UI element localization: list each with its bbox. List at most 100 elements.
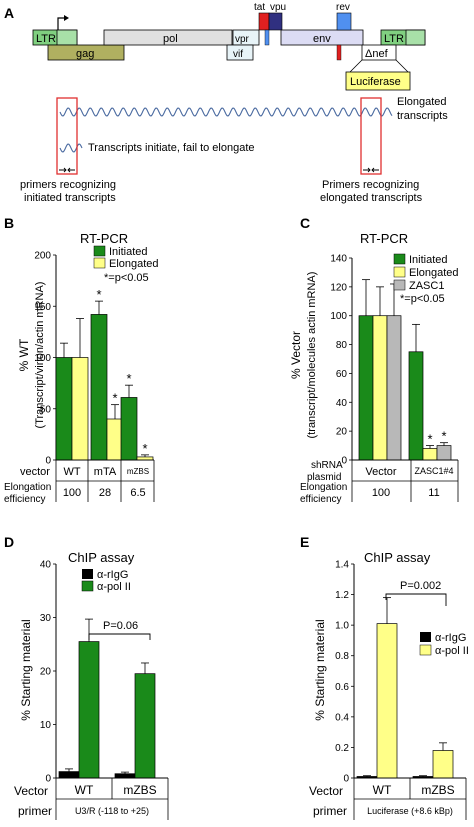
gag-box — [47, 44, 125, 61]
panel-a-label: A — [4, 5, 14, 21]
panel-d-row-vector: Vector — [14, 784, 48, 798]
panel-c-bar-2-0 — [386, 315, 402, 461]
panel-e-cat-wt: WT — [373, 783, 392, 797]
panel-b-sig-star: * — [126, 371, 131, 386]
legend-b-initiated-swatch — [93, 245, 106, 257]
legend-b-elongated-swatch — [93, 257, 106, 269]
panel-c-row-shrna-1: shRNA — [311, 460, 343, 471]
panel-b-bar-0-1 — [90, 314, 108, 461]
promoter-arrow-icon — [57, 17, 66, 30]
initiated-transcript-wave — [59, 143, 83, 153]
panel-d-ytick-label: 20 — [40, 667, 52, 678]
legend-d-rigg-label: α-rIgG — [97, 569, 128, 581]
panel-d-title: ChIP assay — [68, 550, 135, 565]
panel-b-eff-wt: 100 — [63, 487, 81, 499]
panel-b-ytick-label: 100 — [34, 353, 51, 364]
panel-e-primer-text: Luciferase (+8.6 kBp) — [367, 806, 453, 816]
panel-d-bar-0-1 — [114, 773, 136, 779]
legend-b-elongated-label: Elongated — [109, 258, 159, 270]
panel-d-primer-text: U3/R (-118 to +25) — [75, 806, 149, 816]
panel-d-ytick-label: 40 — [40, 560, 52, 571]
panel-b-ylabel-1: % WT — [17, 338, 31, 371]
panel-c-row-elongation-2: efficiency — [300, 494, 342, 505]
initiated-primer-box — [56, 97, 78, 175]
panel-b-table — [55, 459, 155, 502]
panel-c-cat-zasc1: ZASC1#4 — [414, 466, 453, 476]
elongated-transcript-wave — [59, 107, 393, 117]
panel-e-ytick-label: 1.2 — [335, 590, 349, 601]
vif-box — [226, 44, 254, 61]
panel-e-ytick-label: 1.4 — [335, 560, 349, 571]
legend-c-initiated-label: Initiated — [409, 254, 448, 266]
panel-e-chart: 0 0.2 0.4 0.6 0.8 1.0 1.2 1.4 — [335, 560, 466, 785]
panel-e-cat-mzbs: mZBS — [421, 783, 454, 797]
panel-d: D ChIP assay % Starting material 0 10 20 30… — [4, 534, 169, 820]
panel-b-cat-wt: WT — [63, 466, 80, 478]
fail-to-elongate-label: Transcripts initiate, fail to elongate — [88, 142, 255, 154]
panel-e-label: E — [300, 534, 309, 550]
vpu-box — [268, 12, 283, 31]
gag-label: gag — [76, 48, 94, 60]
rev-label: rev — [336, 2, 350, 13]
panel-c-row-shrna-2: plasmid — [307, 472, 341, 483]
panel-d-cat-mzbs: mZBS — [123, 783, 156, 797]
panel-e-ytick-label: 0.8 — [335, 651, 349, 662]
panel-d-bar-0-0 — [58, 771, 80, 779]
panel-d-ylabel: % Starting material — [19, 619, 33, 720]
panel-c-ytick-label: 80 — [336, 340, 348, 351]
panel-c-bar-1-1 — [422, 448, 438, 461]
vpr-label: vpr — [235, 34, 250, 45]
panel-b-sig-note: *=p<0.05 — [104, 272, 149, 284]
panel-e: E ChIP assay % Starting material 0 0.2 0.4… — [300, 534, 469, 820]
panel-c-bar-0-0 — [358, 315, 374, 461]
panel-c-bar-0-1 — [408, 351, 424, 461]
panel-c-bar-2-1 — [436, 445, 452, 461]
panel-b-eff-mzbs: 6.5 — [130, 487, 145, 499]
panel-d-table — [55, 777, 169, 820]
panel-e-ytick-label: 0.4 — [335, 712, 349, 723]
panel-b-sig-star: * — [96, 287, 101, 302]
elongated-primer-arrows-icon — [363, 167, 379, 173]
panel-b-ytick-label: 50 — [40, 404, 52, 415]
legend-e-rigg-swatch — [420, 632, 431, 642]
panel-b-cat-mta: mTA — [94, 466, 117, 478]
legend-c-zasc1-label: ZASC1 — [409, 280, 444, 292]
panel-b-ytick-label: 0 — [45, 456, 51, 467]
legend-d-pol2-swatch — [81, 580, 94, 592]
rev-exon1-box — [264, 29, 270, 46]
panel-c-bar-1-0 — [372, 315, 388, 461]
ltr-left-r-segment — [56, 29, 78, 46]
panel-c-ytick-label: 60 — [336, 369, 348, 380]
panel-e-table — [353, 777, 467, 820]
panel-b-chart: 0 50 100 150 200 * * * * — [34, 251, 154, 467]
legend-d-pol2-label: α-pol II — [97, 581, 131, 593]
legend-e-rigg-label: α-rIgG — [435, 632, 466, 644]
vif-label: vif — [233, 49, 243, 60]
env-box — [280, 29, 364, 46]
panel-e-bar-1-0 — [376, 623, 398, 779]
panel-b-cat-mzbs: mZBS — [127, 467, 149, 476]
panel-d-cat-wt: WT — [75, 783, 94, 797]
legend-e-pol2-label: α-pol II — [435, 645, 469, 657]
elongated-transcripts-label-1: Elongated — [397, 96, 447, 108]
legend-e-pol2-swatch — [419, 644, 432, 656]
tat-exon2-box — [336, 44, 342, 61]
panel-d-bar-1-0 — [78, 641, 100, 779]
panel-d-ytick-label: 30 — [40, 613, 52, 624]
panel-d-bar-1-1 — [134, 673, 156, 779]
nef-box — [361, 44, 397, 61]
panel-c-ytick-label: 140 — [330, 254, 347, 265]
panel-b-ytick-label: 150 — [34, 302, 51, 313]
panel-e-ylabel: % Starting material — [313, 619, 327, 720]
pol-box — [103, 29, 233, 46]
panel-c: C RT-PCR % Vector (transcript/molecules … — [289, 215, 459, 505]
panel-b-ytick-label: 200 — [34, 251, 51, 262]
legend-c-elongated-swatch — [393, 266, 406, 278]
panel-c-table — [351, 459, 459, 502]
panel-c-ytick-label: 0 — [341, 456, 347, 467]
panel-b-sig-star: * — [142, 441, 147, 456]
panel-c-title: RT-PCR — [360, 231, 408, 246]
nef-label: Δnef — [365, 48, 389, 60]
panel-b-bar-1-0 — [71, 357, 89, 461]
